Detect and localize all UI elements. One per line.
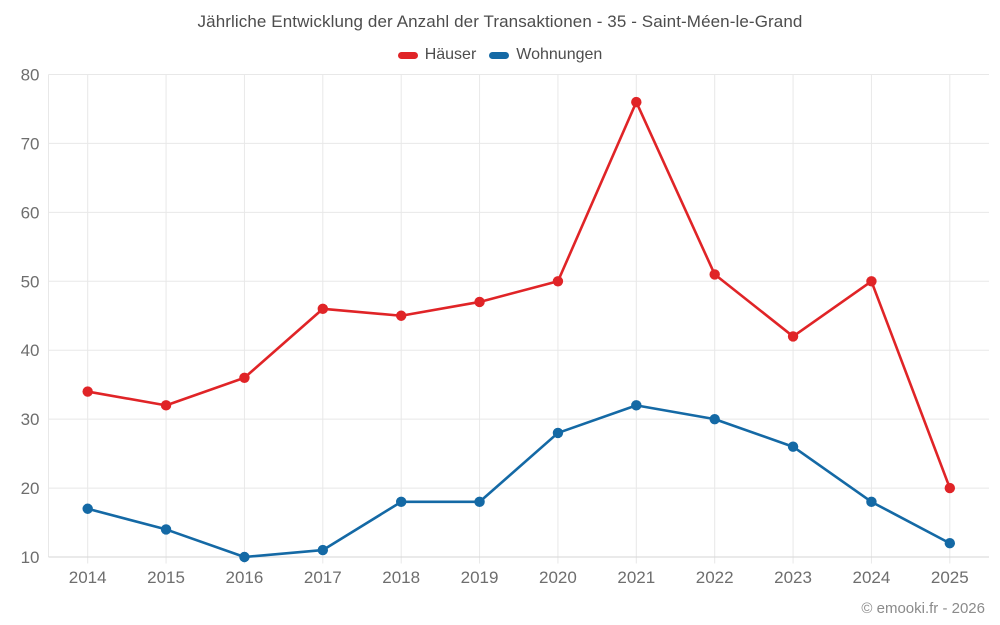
data-point-hauser-2020[interactable] [552, 276, 564, 287]
x-tick-label: 2019 [461, 568, 499, 587]
data-point-hauser-2023[interactable] [787, 331, 799, 342]
copyright-footer: © emooki.fr - 2026 [861, 600, 985, 617]
data-point-hauser-2016[interactable] [239, 372, 250, 383]
data-point-hauser-2019[interactable] [474, 296, 485, 308]
x-tick-label: 2022 [696, 568, 734, 587]
x-tick-label: 2025 [931, 568, 969, 587]
data-point-wohnungen-2025[interactable] [944, 538, 956, 549]
data-point-hauser-2021[interactable] [631, 96, 642, 108]
legend-label-hauser: Häuser [424, 46, 477, 63]
data-point-wohnungen-2024[interactable] [866, 496, 877, 508]
y-tick-label: 40 [21, 341, 40, 360]
legend: Häuser Wohnungen [0, 46, 1000, 64]
legend-label-wohnungen: Wohnungen [516, 46, 603, 63]
y-tick-label: 80 [21, 66, 40, 85]
data-point-wohnungen-2014[interactable] [82, 503, 93, 514]
data-point-wohnungen-2017[interactable] [317, 544, 329, 556]
data-point-hauser-2018[interactable] [395, 310, 407, 321]
data-point-wohnungen-2019[interactable] [474, 496, 485, 508]
data-point-hauser-2017[interactable] [317, 303, 329, 315]
x-tick-label: 2018 [382, 568, 420, 587]
y-tick-label: 70 [21, 134, 40, 153]
data-point-wohnungen-2023[interactable] [787, 441, 799, 452]
data-point-wohnungen-2018[interactable] [395, 496, 407, 508]
data-point-wohnungen-2020[interactable] [552, 427, 564, 439]
data-point-hauser-2022[interactable] [709, 269, 720, 280]
data-point-hauser-2014[interactable] [82, 386, 93, 397]
hauser-swatch-icon [397, 51, 418, 59]
data-point-wohnungen-2022[interactable] [709, 413, 720, 425]
x-tick-label: 2023 [774, 568, 812, 587]
x-tick-label: 2017 [304, 568, 342, 587]
legend-item-hauser[interactable]: Häuser [397, 46, 477, 64]
data-point-wohnungen-2016[interactable] [239, 551, 250, 563]
x-tick-label: 2020 [539, 568, 577, 587]
y-tick-label: 60 [21, 203, 40, 222]
data-point-hauser-2024[interactable] [866, 276, 877, 287]
x-tick-label: 2016 [226, 568, 264, 587]
x-tick-label: 2021 [617, 568, 655, 587]
data-point-hauser-2015[interactable] [160, 400, 172, 411]
data-point-wohnungen-2015[interactable] [160, 524, 172, 535]
x-tick-label: 2014 [69, 568, 107, 587]
y-tick-label: 10 [21, 548, 40, 567]
legend-item-wohnungen[interactable]: Wohnungen [489, 46, 602, 64]
y-tick-label: 30 [21, 410, 40, 429]
series-line-wohnungen [86, 404, 952, 559]
y-tick-label: 50 [21, 272, 40, 291]
x-tick-label: 2024 [853, 568, 891, 587]
x-tick-label: 2015 [147, 568, 185, 587]
wohnungen-swatch-icon [489, 51, 510, 59]
chart-title: Jährliche Entwicklung der Anzahl der Tra… [197, 12, 803, 31]
data-point-hauser-2025[interactable] [944, 482, 956, 494]
y-tick-label: 20 [21, 479, 40, 498]
series-line-hauser [86, 100, 952, 490]
data-point-wohnungen-2021[interactable] [631, 400, 642, 411]
